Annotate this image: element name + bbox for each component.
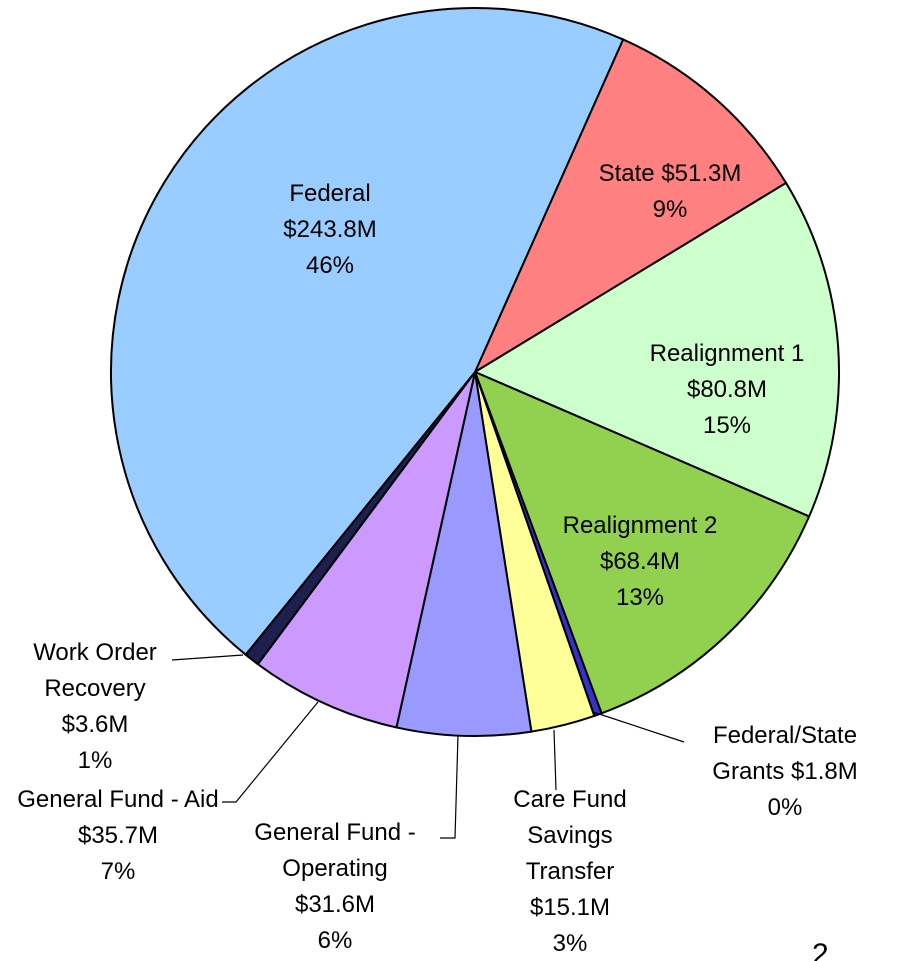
category-name: Federal (289, 180, 371, 207)
category-name: State (598, 160, 655, 187)
slice-label: Care Fund Savings Transfer $15.1M 3% (505, 782, 635, 961)
slice-label: State $51.3M 9% (565, 156, 775, 228)
slice (472, 38, 788, 375)
leader-line (553, 729, 557, 791)
slice (472, 181, 840, 518)
page-number: 2 (812, 938, 829, 961)
value-label: $3.6M (61, 711, 129, 738)
category-name: Federal/State Grants (712, 722, 858, 785)
category-name: Care Fund Savings Transfer (513, 786, 627, 885)
value-label: $68.4M (599, 548, 681, 575)
category-name: General Fund - Aid (17, 786, 219, 813)
slice (256, 371, 476, 729)
slices (110, 7, 840, 737)
category-name: Realignment 2 (562, 512, 718, 539)
slice-label: Federal/State Grants $1.8M 0% (680, 718, 890, 826)
slice-label: Federal $243.8M 46% (265, 176, 395, 284)
value-label: $35.7M (77, 822, 159, 849)
percentage-label: 3% (552, 930, 588, 957)
slice (473, 370, 811, 715)
value-label: $80.8M (686, 376, 768, 403)
slice-label: Realignment 1 $80.8M 15% (632, 336, 822, 444)
category-name: Realignment 1 (649, 340, 805, 367)
value-label: $51.3M (661, 160, 742, 187)
percentage-label: 9% (652, 196, 688, 223)
slice (395, 371, 533, 737)
slice-label: General Fund - Aid $35.7M 7% (13, 782, 223, 890)
value-label: $243.8M (283, 216, 377, 243)
category-name: General Fund - Operating (254, 819, 416, 882)
value-label: $31.6M (294, 891, 376, 918)
leader-line (592, 711, 685, 743)
slice-label: General Fund - Operating $31.6M 6% (245, 815, 425, 959)
percentage-label: 6% (317, 927, 353, 954)
leader-line (440, 734, 459, 839)
category-name: Work Order Recovery (33, 639, 157, 702)
slice (110, 7, 625, 657)
percentage-label: 7% (100, 858, 136, 885)
slice-label: Work Order Recovery $3.6M 1% (25, 635, 165, 779)
percentage-label: 13% (615, 584, 665, 611)
leader-line (171, 654, 244, 661)
percentage-label: 0% (767, 794, 803, 821)
slice-label: Realignment 2 $68.4M 13% (545, 508, 735, 616)
leader-lines (171, 654, 685, 839)
percentage-label: 46% (305, 252, 355, 279)
leader-line (222, 701, 319, 803)
value-label: $15.1M (529, 894, 611, 921)
percentage-label: 1% (77, 747, 113, 774)
value-label: $1.8M (791, 758, 858, 785)
percentage-label: 15% (702, 412, 752, 439)
